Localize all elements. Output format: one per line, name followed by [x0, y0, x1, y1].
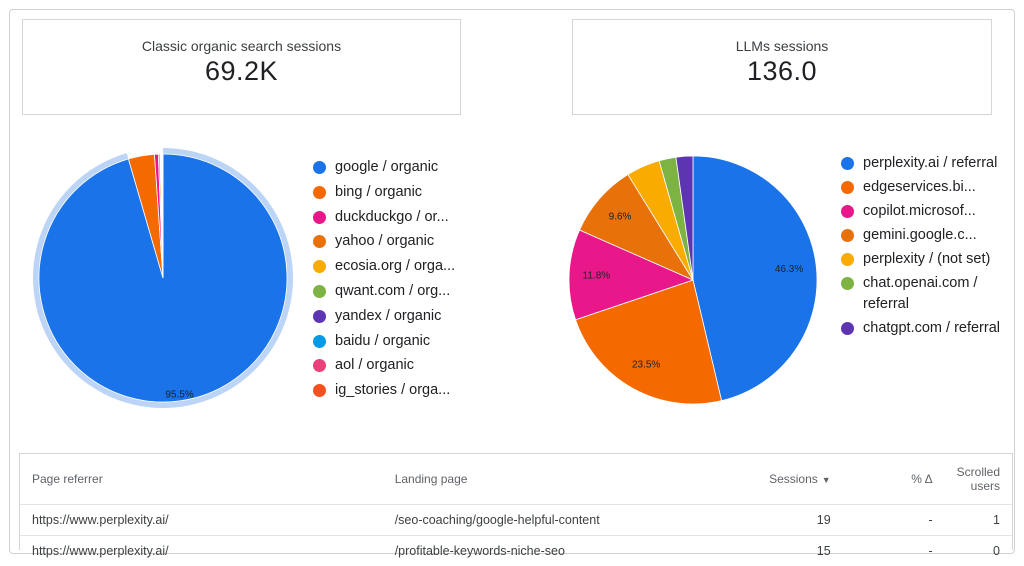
legend-label: copilot.microsof... [863, 201, 976, 222]
legend-swatch-icon [313, 211, 326, 224]
pie-data-label: 23.5% [632, 360, 660, 371]
legend-swatch-icon [841, 277, 854, 290]
legend-label: ig_stories / orga... [335, 380, 450, 401]
legend-swatch-icon [313, 161, 326, 174]
legend-label: yahoo / organic [335, 231, 434, 252]
table-row[interactable]: https://www.perplexity.ai/ /seo-coaching… [20, 505, 1012, 536]
pie-data-label: 95.5% [165, 390, 193, 401]
legend-swatch-icon [841, 205, 854, 218]
legend-swatch-icon [841, 253, 854, 266]
legend-swatch-icon [313, 260, 326, 273]
cell-sessions: 15 [671, 536, 842, 566]
legend-item-qwant-com-org[interactable]: qwant.com / org... [313, 281, 473, 302]
cell-scrolled: 1 [945, 505, 1012, 536]
table-header-row: Page referrer Landing page Sessions ▼ % Δ… [20, 454, 1012, 505]
legend-label: baidu / organic [335, 331, 430, 352]
cell-referrer: https://www.perplexity.ai/ [20, 536, 383, 566]
legend-item-perplexity-ai-referral[interactable]: perplexity.ai / referral [841, 153, 1001, 174]
legend-label: duckduckgo / or... [335, 207, 449, 228]
legend-swatch-icon [841, 157, 854, 170]
legend-item-chatgpt-com-referral[interactable]: chatgpt.com / referral [841, 318, 1001, 339]
cell-delta: - [843, 536, 945, 566]
legend-label: qwant.com / org... [335, 281, 450, 302]
header-landing-page[interactable]: Landing page [383, 454, 672, 505]
cell-delta: - [843, 505, 945, 536]
kpi-value: 136.0 [573, 56, 991, 87]
referrer-table: Page referrer Landing page Sessions ▼ % Δ… [19, 453, 1013, 550]
legend-label: perplexity / (not set) [863, 249, 990, 270]
legend-swatch-icon [841, 181, 854, 194]
legend-swatch-icon [841, 322, 854, 335]
legend-item-chat-openai-com-referral[interactable]: chat.openai.com / referral [841, 273, 1001, 315]
table-row[interactable]: https://www.perplexity.ai/ /profitable-k… [20, 536, 1012, 566]
legend-item-gemini-google-c[interactable]: gemini.google.c... [841, 225, 1001, 246]
legend-label: chatgpt.com / referral [863, 318, 1000, 339]
cell-landing: /profitable-keywords-niche-seo [383, 536, 672, 566]
legend-swatch-icon [313, 285, 326, 298]
legend-item-edgeservices-bi[interactable]: edgeservices.bi... [841, 177, 1001, 198]
pie-data-label: 46.3% [775, 264, 803, 275]
pie-data-label: 11.8% [583, 271, 611, 282]
legend-item-copilot-microsof[interactable]: copilot.microsof... [841, 201, 1001, 222]
legend-label: edgeservices.bi... [863, 177, 976, 198]
legend-item-yandex-organic[interactable]: yandex / organic [313, 306, 473, 327]
legend-item-ecosia-org-orga[interactable]: ecosia.org / orga... [313, 256, 473, 277]
header-page-referrer[interactable]: Page referrer [20, 454, 383, 505]
legend-label: google / organic [335, 157, 438, 178]
legend-swatch-icon [313, 359, 326, 372]
cell-referrer: https://www.perplexity.ai/ [20, 505, 383, 536]
legend-item-google-organic[interactable]: google / organic [313, 157, 473, 178]
organic-pie-legend: google / organic bing / organic duckduckgo… [313, 157, 473, 405]
legend-swatch-icon [313, 335, 326, 348]
legend-label: yandex / organic [335, 306, 441, 327]
pie-data-label: 9.6% [609, 211, 632, 222]
kpi-card-organic-sessions[interactable]: Classic organic search sessions 69.2K [22, 19, 461, 115]
legend-label: gemini.google.c... [863, 225, 977, 246]
llm-pie-chart[interactable]: 46.3% 23.5% 11.8% 9.6% [565, 152, 821, 408]
llm-pie-legend: perplexity.ai / referral edgeservices.bi.… [841, 153, 1001, 342]
legend-item-ig-stories-orga[interactable]: ig_stories / orga... [313, 380, 473, 401]
cell-scrolled: 0 [945, 536, 1012, 566]
header-sessions[interactable]: Sessions ▼ [671, 454, 842, 505]
legend-label: aol / organic [335, 355, 414, 376]
cell-sessions: 19 [671, 505, 842, 536]
legend-item-aol-organic[interactable]: aol / organic [313, 355, 473, 376]
legend-label: chat.openai.com / referral [863, 273, 1001, 315]
legend-item-yahoo-organic[interactable]: yahoo / organic [313, 231, 473, 252]
header-delta[interactable]: % Δ [843, 454, 945, 505]
kpi-label: LLMs sessions [573, 38, 991, 54]
legend-item-perplexity-not-set[interactable]: perplexity / (not set) [841, 249, 1001, 270]
legend-swatch-icon [313, 384, 326, 397]
legend-swatch-icon [313, 235, 326, 248]
kpi-value: 69.2K [23, 56, 460, 87]
cell-landing: /seo-coaching/google-helpful-content [383, 505, 672, 536]
header-scrolled-users[interactable]: Scrolled users [945, 454, 1012, 505]
organic-pie-chart[interactable]: 95.5% [30, 145, 296, 411]
legend-label: ecosia.org / orga... [335, 256, 455, 277]
legend-item-bing-organic[interactable]: bing / organic [313, 182, 473, 203]
legend-item-baidu-organic[interactable]: baidu / organic [313, 331, 473, 352]
header-sessions-label: Sessions [769, 472, 818, 486]
legend-swatch-icon [841, 229, 854, 242]
legend-label: perplexity.ai / referral [863, 153, 997, 174]
sort-desc-icon: ▼ [822, 475, 831, 485]
legend-swatch-icon [313, 186, 326, 199]
kpi-card-llm-sessions[interactable]: LLMs sessions 136.0 [572, 19, 992, 115]
kpi-label: Classic organic search sessions [23, 38, 460, 54]
legend-label: bing / organic [335, 182, 422, 203]
legend-swatch-icon [313, 310, 326, 323]
legend-item-duckduckgo-or[interactable]: duckduckgo / or... [313, 207, 473, 228]
